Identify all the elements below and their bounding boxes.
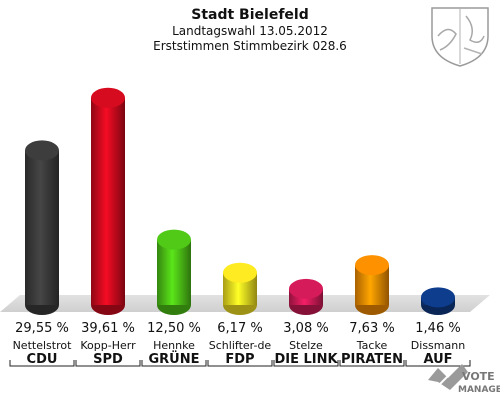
watermark-line-2: MANAGER (458, 385, 500, 395)
candidate-label: Hennke (153, 339, 195, 352)
bar-top (355, 255, 389, 276)
candidate-label: Schlifter-de (209, 339, 272, 352)
watermark-line-1: VOTE (462, 370, 495, 383)
chart-subtitle: Landtagswahl 13.05.2012 (172, 24, 328, 38)
nrw-coat-of-arms-icon (431, 7, 489, 67)
bar-piraten (355, 255, 389, 315)
vote-manager-watermark: VOTE MANAGER (428, 364, 500, 395)
bar-spd (91, 87, 125, 315)
bar-top (421, 287, 455, 308)
value-label: 1,46 % (415, 321, 460, 336)
label-bracket (207, 360, 273, 367)
label-bracket (273, 360, 339, 367)
value-label: 6,17 % (217, 321, 262, 336)
candidate-label: Kopp-Herr (80, 339, 136, 352)
bars-group (25, 87, 455, 315)
candidate-label: Stelze (289, 339, 323, 352)
party-label: DIE LINK (274, 352, 338, 367)
bar-grüne (157, 229, 191, 315)
value-label: 29,55 % (15, 321, 69, 336)
value-label: 7,63 % (349, 321, 394, 336)
value-labels-group: 29,55 % 39,61 % 12,50 % 6,17 % 3,08 % 7,63 % 1… (15, 321, 461, 336)
party-label: AUF (423, 352, 452, 367)
label-bracket (141, 360, 207, 367)
label-bracket (405, 360, 471, 367)
party-label: FDP (225, 352, 254, 367)
bar-auf (421, 287, 455, 315)
value-label: 12,50 % (147, 321, 201, 336)
vote-check-icon (428, 364, 468, 391)
bar-body (157, 239, 191, 305)
bar-fdp (223, 262, 257, 315)
bar-die-link (289, 278, 323, 315)
label-bracket (75, 360, 141, 367)
bar-body (91, 97, 125, 305)
candidate-label: Dissmann (411, 339, 465, 352)
bar-cdu (25, 140, 59, 315)
chart-title: Stadt Bielefeld (191, 7, 308, 23)
label-bracket (339, 360, 405, 367)
party-label: CDU (27, 352, 58, 367)
bar-top (157, 229, 191, 250)
value-label: 3,08 % (283, 321, 328, 336)
label-bracket (9, 360, 75, 367)
party-label: GRÜNE (149, 351, 200, 367)
chart-subtitle-2: Erststimmen Stimmbezirk 028.6 (153, 39, 347, 53)
value-label: 39,61 % (81, 321, 135, 336)
candidate-label: Tacke (356, 339, 388, 352)
bar-top (91, 87, 125, 108)
candidate-label: Nettelstrot (13, 339, 73, 352)
bar-top (25, 140, 59, 161)
party-label: SPD (93, 352, 123, 367)
bar-body (25, 150, 59, 305)
bar-top (289, 278, 323, 299)
bar-top (223, 262, 257, 283)
party-label: PIRATEN (341, 352, 403, 367)
